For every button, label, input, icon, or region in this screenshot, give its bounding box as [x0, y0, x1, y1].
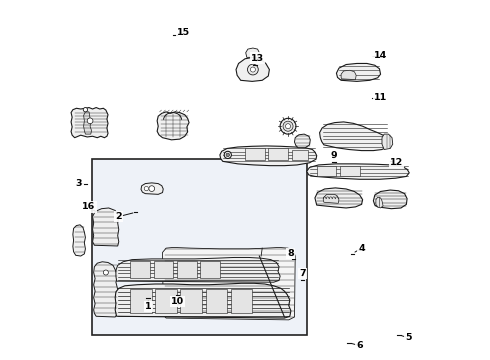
Polygon shape: [163, 247, 295, 320]
Circle shape: [144, 186, 148, 191]
Polygon shape: [157, 112, 189, 140]
Polygon shape: [94, 262, 118, 317]
Text: 3: 3: [75, 179, 81, 188]
Bar: [269, 148, 288, 160]
Polygon shape: [73, 225, 85, 256]
Text: 2: 2: [116, 212, 122, 221]
Text: 12: 12: [390, 158, 403, 167]
Polygon shape: [373, 190, 407, 209]
Polygon shape: [337, 63, 381, 81]
Bar: [340, 166, 360, 176]
Text: 7: 7: [299, 269, 306, 278]
Circle shape: [247, 64, 258, 75]
Text: 8: 8: [288, 249, 294, 258]
FancyBboxPatch shape: [92, 159, 307, 335]
Polygon shape: [341, 70, 356, 80]
Text: 9: 9: [331, 151, 337, 160]
Bar: [130, 261, 150, 278]
Polygon shape: [315, 188, 363, 208]
Polygon shape: [116, 257, 280, 282]
Circle shape: [280, 118, 296, 134]
Polygon shape: [376, 197, 383, 208]
Text: 6: 6: [356, 341, 363, 350]
Polygon shape: [245, 48, 259, 57]
Bar: [231, 289, 252, 313]
Polygon shape: [294, 134, 310, 148]
Circle shape: [283, 121, 293, 131]
Polygon shape: [71, 108, 108, 138]
Circle shape: [103, 270, 108, 275]
Text: 15: 15: [177, 28, 190, 37]
Text: 5: 5: [405, 333, 412, 342]
Circle shape: [226, 153, 230, 157]
Polygon shape: [382, 134, 393, 149]
Polygon shape: [220, 146, 317, 166]
Bar: [155, 289, 177, 313]
Polygon shape: [319, 122, 389, 150]
Bar: [205, 289, 227, 313]
Bar: [200, 261, 220, 278]
Polygon shape: [236, 57, 270, 81]
Bar: [292, 149, 308, 160]
Circle shape: [87, 118, 93, 124]
Text: 4: 4: [358, 244, 365, 253]
Circle shape: [250, 67, 255, 72]
Text: 10: 10: [171, 297, 184, 306]
Text: 11: 11: [374, 93, 387, 102]
Bar: [245, 148, 265, 160]
Polygon shape: [84, 112, 92, 134]
Polygon shape: [93, 208, 119, 246]
Text: 14: 14: [374, 51, 387, 60]
Circle shape: [224, 151, 231, 158]
Circle shape: [83, 108, 88, 112]
Text: 1: 1: [145, 302, 151, 311]
Circle shape: [286, 124, 291, 129]
Bar: [153, 261, 173, 278]
Polygon shape: [115, 283, 291, 318]
Bar: [180, 289, 202, 313]
Polygon shape: [323, 194, 339, 203]
Bar: [130, 289, 152, 313]
Text: 16: 16: [82, 202, 96, 211]
Bar: [177, 261, 196, 278]
Bar: [317, 166, 337, 176]
Text: 13: 13: [251, 54, 264, 63]
Polygon shape: [307, 164, 409, 179]
Polygon shape: [141, 183, 163, 194]
Circle shape: [149, 186, 155, 192]
